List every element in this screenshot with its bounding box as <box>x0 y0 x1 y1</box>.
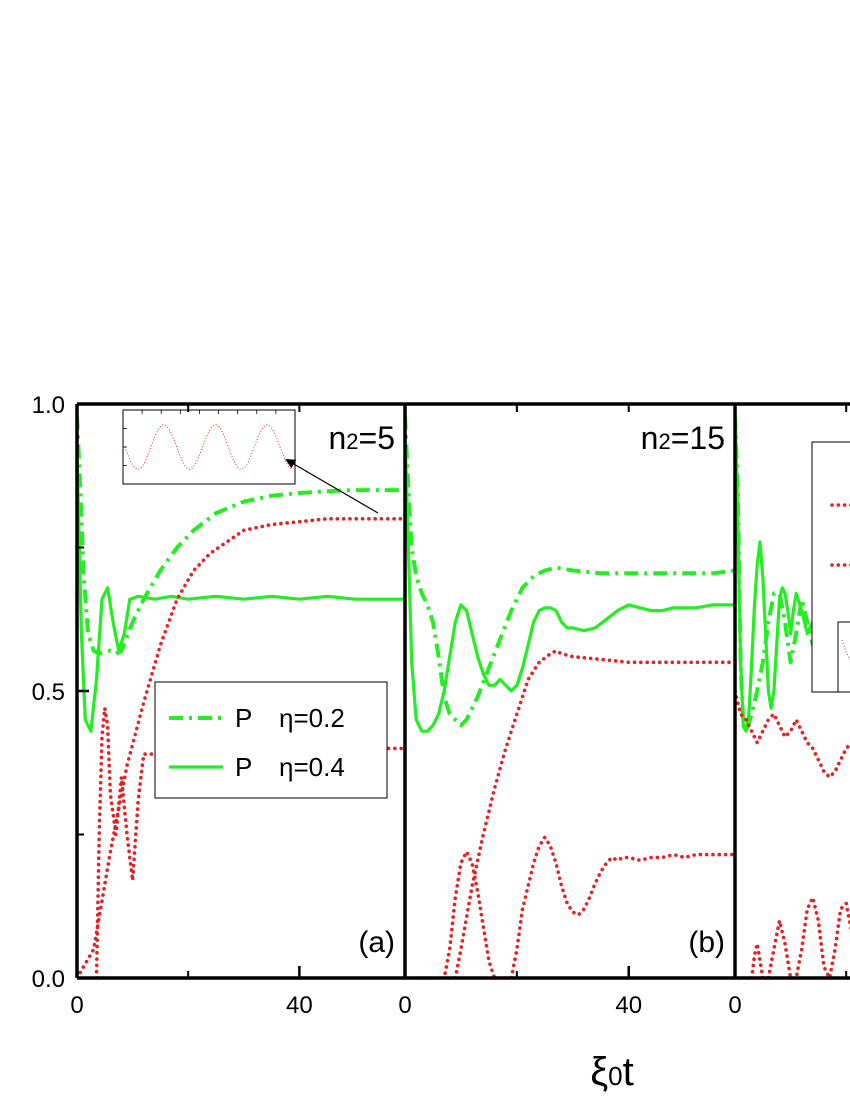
plot-frame <box>75 402 850 980</box>
x-tick-label-c-0: 0 <box>728 992 741 1019</box>
panel-c <box>735 409 850 978</box>
series-line-a-3 <box>77 516 405 978</box>
legend-label-a-1: η=0.2 <box>279 703 345 733</box>
y-tick-label-0: 0.0 <box>32 966 65 993</box>
panel-title-b: n2=15 <box>641 420 725 456</box>
inset-arrow-a <box>285 458 379 514</box>
series-line-b-3 <box>453 648 735 978</box>
panel-title-a: n2=5 <box>328 420 395 456</box>
series-line-b-4 <box>405 835 735 978</box>
axes-b <box>403 404 630 978</box>
inset-c <box>837 621 850 693</box>
y-tick-label-1: 0.5 <box>32 679 65 706</box>
inset-a <box>122 409 379 514</box>
series-line-c-3 <box>735 689 850 779</box>
series-line-a-2 <box>77 449 405 733</box>
x-axis-label: ξ0t <box>590 1050 634 1094</box>
y-tick-label-2: 1.0 <box>32 392 65 419</box>
series-line-a-4 <box>94 706 405 978</box>
legend-label-a-2: η=0.4 <box>279 752 345 782</box>
x-tick-label-a-1: 40 <box>286 992 313 1019</box>
series-line-b-1 <box>405 415 735 728</box>
legend-symbol-a-2: P <box>235 752 252 782</box>
panel-letter-b: (b) <box>688 926 725 959</box>
series-line-c-4 <box>749 895 850 978</box>
panel-letter-a: (a) <box>358 926 395 959</box>
x-tick-label-b-1: 40 <box>615 992 642 1019</box>
x-tick-label-a-0: 0 <box>70 992 83 1019</box>
series-line-a-1 <box>77 415 405 656</box>
x-tick-label-b-0: 0 <box>398 992 411 1019</box>
panel-a: n2=5 (a) P η=0.2 P η=0.4 <box>77 409 405 978</box>
inset-line-c <box>841 639 850 661</box>
panel-b: n2=15 (b) <box>405 415 735 978</box>
legend-symbol-a-1: P <box>235 703 252 733</box>
series-line-b-2 <box>405 432 735 733</box>
